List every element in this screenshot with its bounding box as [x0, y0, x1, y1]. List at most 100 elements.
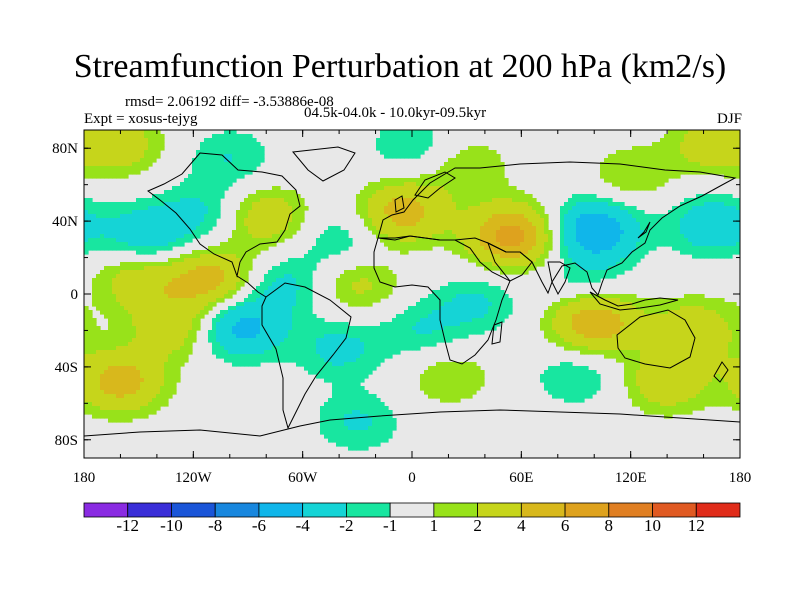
field-cell: [648, 314, 653, 319]
field-cell: [736, 162, 740, 167]
field-cell: [492, 326, 497, 331]
field-cell: [716, 214, 721, 219]
field-cell: [320, 234, 325, 239]
field-cell: [336, 322, 341, 327]
field-cell: [512, 230, 517, 235]
field-cell: [480, 146, 485, 151]
field-cell: [136, 310, 141, 315]
field-cell: [336, 326, 341, 331]
field-cell: [672, 306, 677, 311]
field-cell: [116, 322, 121, 327]
field-cell: [172, 234, 177, 239]
field-cell: [664, 158, 669, 163]
field-cell: [620, 154, 625, 159]
field-cell: [720, 198, 725, 203]
field-cell: [408, 310, 413, 315]
field-cell: [180, 254, 185, 259]
field-cell: [464, 178, 469, 183]
field-cell: [468, 162, 473, 167]
field-cell: [352, 294, 357, 299]
field-cell: [480, 310, 485, 315]
field-cell: [268, 214, 273, 219]
field-cell: [436, 202, 441, 207]
field-cell: [488, 222, 493, 227]
field-cell: [248, 242, 253, 247]
field-cell: [492, 234, 497, 239]
field-cell: [208, 278, 213, 283]
field-cell: [468, 250, 473, 255]
field-cell: [428, 186, 433, 191]
field-cell: [584, 310, 589, 315]
field-cell: [192, 322, 197, 327]
field-cell: [132, 214, 137, 219]
field-cell: [236, 250, 241, 255]
field-cell: [336, 234, 341, 239]
field-cell: [396, 222, 401, 227]
field-cell: [424, 310, 429, 315]
field-cell: [236, 258, 241, 263]
field-cell: [120, 130, 125, 135]
field-cell: [548, 242, 553, 247]
field-cell: [164, 190, 169, 195]
field-cell: [300, 302, 305, 307]
field-cell: [720, 202, 725, 207]
field-cell: [176, 210, 181, 215]
field-cell: [656, 230, 661, 235]
field-cell: [716, 142, 721, 147]
field-cell: [128, 214, 133, 219]
field-cell: [248, 206, 253, 211]
field-cell: [244, 198, 249, 203]
field-cell: [96, 214, 101, 219]
field-cell: [128, 234, 133, 239]
field-cell: [724, 194, 729, 199]
field-cell: [564, 270, 569, 275]
field-cell: [488, 238, 493, 243]
field-cell: [500, 178, 505, 183]
field-cell: [448, 234, 453, 239]
field-cell: [440, 214, 445, 219]
field-cell: [308, 326, 313, 331]
field-cell: [264, 206, 269, 211]
field-cell: [380, 182, 385, 187]
field-cell: [464, 186, 469, 191]
field-cell: [456, 190, 461, 195]
field-cell: [672, 246, 677, 251]
field-cell: [152, 242, 157, 247]
field-cell: [492, 170, 497, 175]
field-cell: [196, 298, 201, 303]
field-cell: [132, 274, 137, 279]
field-cell: [640, 218, 645, 223]
field-cell: [652, 222, 657, 227]
field-cell: [724, 218, 729, 223]
field-cell: [96, 278, 101, 283]
field-cell: [324, 322, 329, 327]
field-cell: [724, 318, 729, 323]
field-cell: [708, 234, 713, 239]
field-cell: [612, 258, 617, 263]
field-cell: [212, 162, 217, 167]
field-cell: [412, 210, 417, 215]
field-cell: [472, 198, 477, 203]
field-cell: [396, 202, 401, 207]
field-cell: [208, 218, 213, 223]
field-cell: [724, 198, 729, 203]
field-cell: [532, 254, 537, 259]
field-cell: [456, 314, 461, 319]
field-cell: [280, 218, 285, 223]
field-cell: [596, 230, 601, 235]
field-cell: [620, 226, 625, 231]
field-cell: [644, 178, 649, 183]
field-cell: [572, 218, 577, 223]
field-cell: [172, 286, 177, 291]
field-cell: [196, 266, 201, 271]
field-cell: [440, 230, 445, 235]
field-cell: [500, 306, 505, 311]
field-cell: [724, 170, 729, 175]
field-cell: [452, 282, 457, 287]
field-cell: [648, 318, 653, 323]
field-cell: [428, 242, 433, 247]
field-cell: [608, 170, 613, 175]
field-cell: [156, 290, 161, 295]
field-cell: [512, 210, 517, 215]
field-cell: [632, 222, 637, 227]
